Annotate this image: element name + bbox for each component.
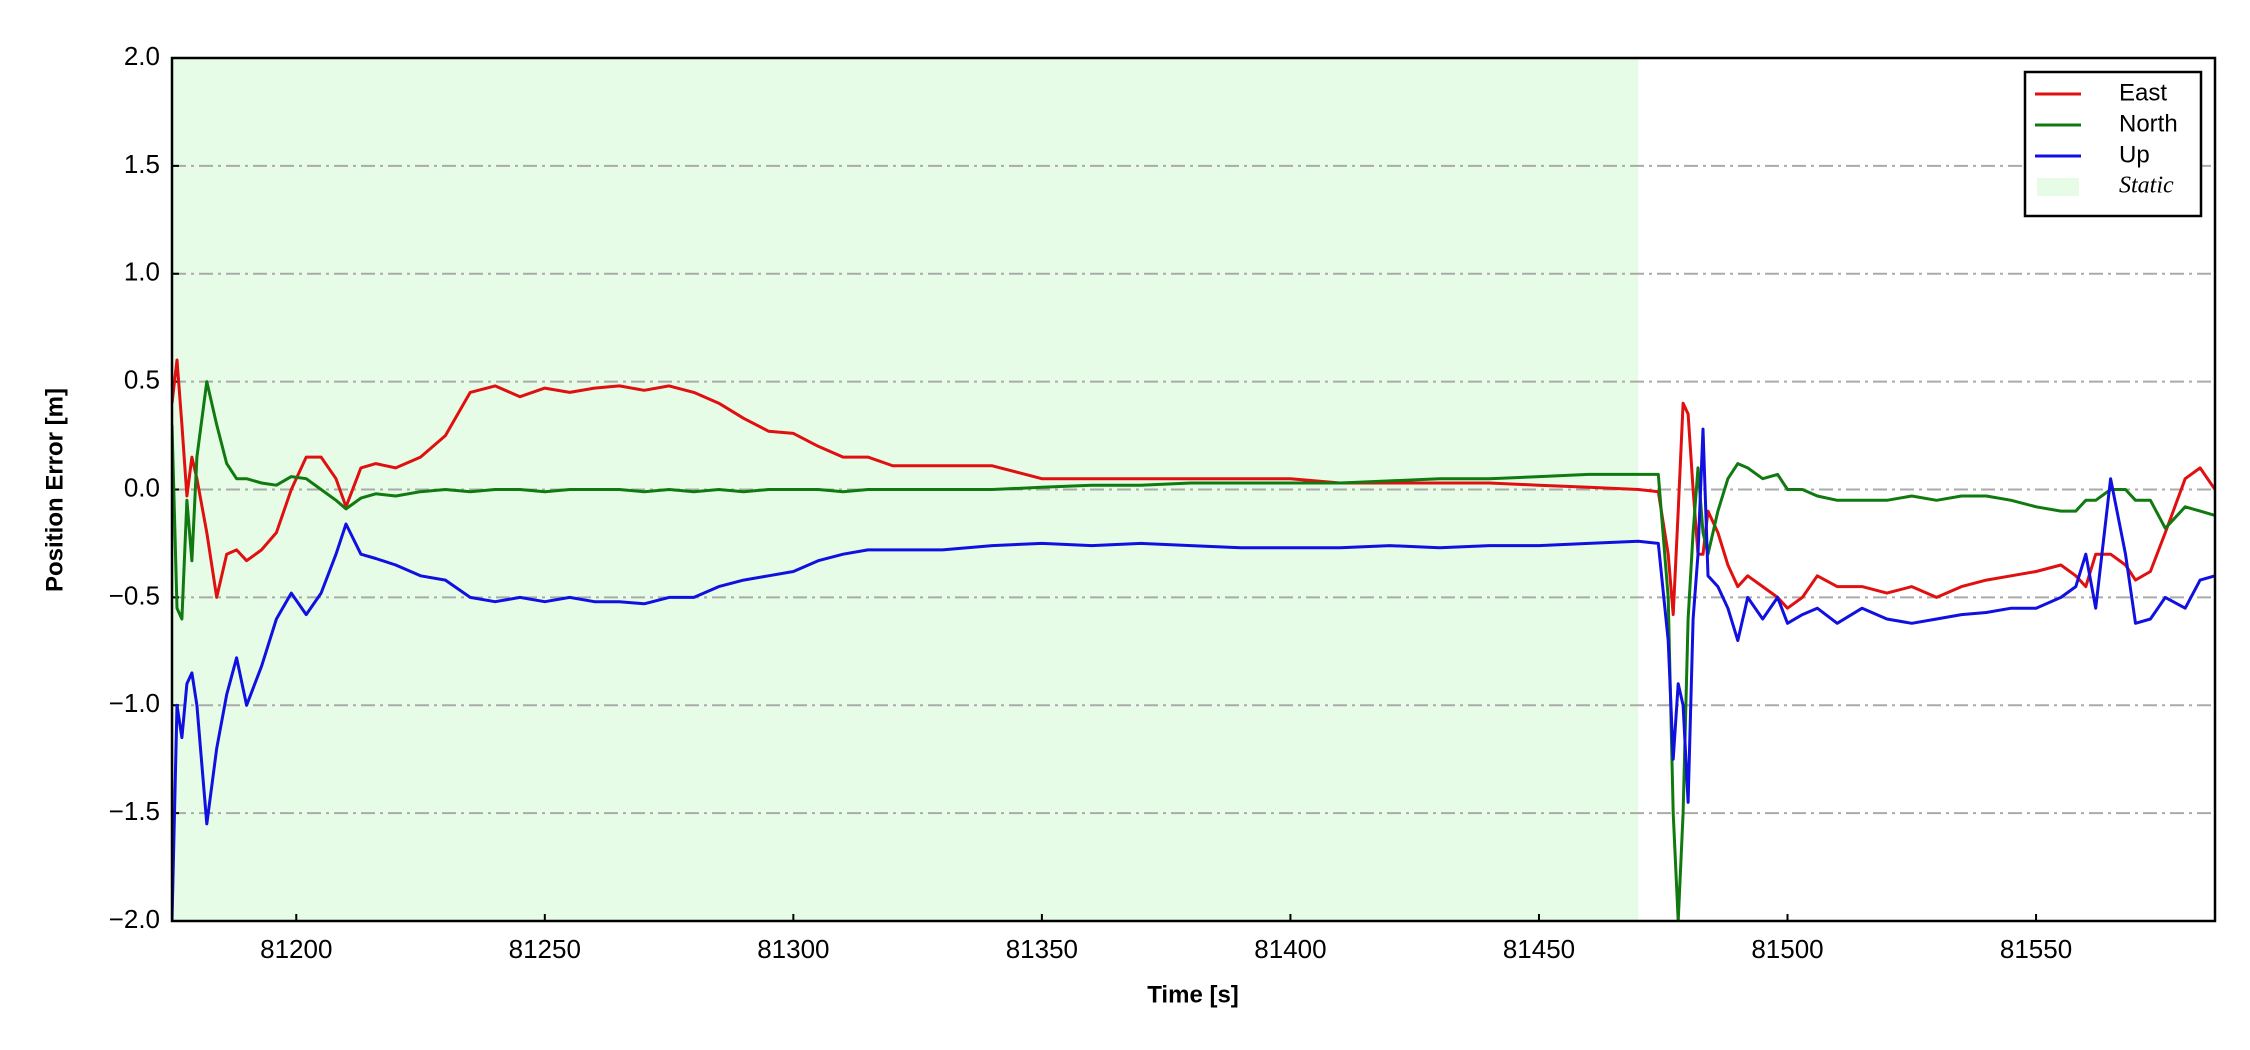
- series-line: [172, 427, 2215, 921]
- y-tick-label: 1.0: [124, 257, 160, 287]
- y-tick-label: −1.0: [109, 688, 160, 718]
- series-line: [172, 380, 2215, 921]
- y-axis-label: Position Error [m]: [41, 388, 68, 592]
- y-tick-label: 1.5: [124, 149, 160, 179]
- y-tick-label: 0.0: [124, 472, 160, 502]
- x-tick-label: 81400: [1254, 934, 1326, 964]
- y-tick-label: 2.0: [124, 41, 160, 71]
- y-tick-label: −1.5: [109, 796, 160, 826]
- plot-frame: [170, 56, 2217, 923]
- y-tick-label: 0.5: [124, 365, 160, 395]
- legend-label: Static: [2119, 173, 2174, 199]
- series-line: [172, 358, 2215, 617]
- legend-label: North: [2119, 110, 2178, 137]
- x-tick-label: 81300: [757, 934, 829, 964]
- legend-label: East: [2119, 79, 2167, 106]
- x-tick-label: 81500: [1751, 934, 1823, 964]
- x-tick-label: 81550: [2000, 934, 2072, 964]
- x-axis-label: Time [s]: [1147, 981, 1239, 1008]
- legend-swatch: [2037, 178, 2079, 196]
- x-tick-label: 81450: [1503, 934, 1575, 964]
- x-tick-label: 81350: [1006, 934, 1078, 964]
- x-tick-label: 81200: [260, 934, 332, 964]
- x-tick-label: 81250: [509, 934, 581, 964]
- legend-label: Up: [2119, 141, 2150, 168]
- y-tick-label: −2.0: [109, 904, 160, 934]
- plot-lines: [172, 358, 2215, 921]
- y-tick-label: −0.5: [109, 580, 160, 610]
